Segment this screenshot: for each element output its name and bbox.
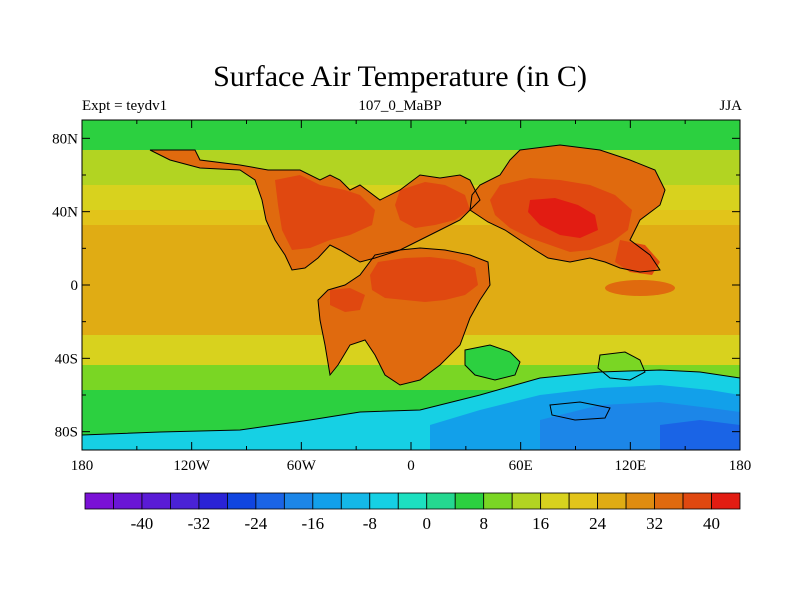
coastlines xyxy=(82,144,740,436)
colorbar-swatch xyxy=(312,492,342,510)
land-eurasia-very-hot xyxy=(528,198,598,238)
colorbar-swatch xyxy=(568,492,599,510)
temperature-field xyxy=(82,120,740,450)
colorbar-swatch xyxy=(540,492,570,510)
colorbar-label: 16 xyxy=(532,514,549,533)
colorbar-swatch xyxy=(170,492,200,510)
colorbar-swatch xyxy=(511,492,542,510)
antarctic-region-coldest xyxy=(660,420,740,450)
epoch-label: 107_0_MaBP xyxy=(358,98,442,114)
lon-tick-label: 60E xyxy=(509,458,533,474)
coastline-southern-island xyxy=(464,344,521,381)
coastline-eurasia xyxy=(469,144,666,273)
colorbar-swatch xyxy=(654,492,684,510)
land-southern-cool xyxy=(465,345,520,380)
coastline-antarctic-inlet xyxy=(549,401,611,421)
colorbar-swatch xyxy=(255,492,285,510)
land-europe-hot xyxy=(395,182,470,228)
lat-tick-label: 80N xyxy=(52,131,78,147)
season-label: JJA xyxy=(719,98,742,114)
colorbar-label: -32 xyxy=(188,514,211,533)
colorbar-swatch xyxy=(113,492,143,510)
coastline-north-america xyxy=(149,149,481,271)
colorbar-swatch xyxy=(711,492,741,510)
lon-tick-label: 60W xyxy=(287,458,317,474)
colorbar-swatch xyxy=(483,492,513,510)
colorbar-swatch xyxy=(426,492,456,510)
land-north-america-hot xyxy=(275,175,375,250)
colorbar-swatch xyxy=(397,492,428,510)
lat-tick-label: 0 xyxy=(71,278,79,294)
colorbar-swatch xyxy=(625,492,655,510)
colorbar-swatch xyxy=(141,492,171,510)
colorbar-label: -8 xyxy=(363,514,377,533)
lat-tick-label: 40S xyxy=(55,351,78,367)
colorbar-swatch xyxy=(340,492,371,510)
colorbar-swatch xyxy=(369,492,399,510)
lat-tick-label: 40N xyxy=(52,205,78,221)
colorbar-swatch xyxy=(198,492,228,510)
coastline-southern-island-east xyxy=(597,351,646,381)
colorbar-swatch xyxy=(84,492,114,510)
colorbar-swatch xyxy=(682,492,712,510)
colorbar-label: -40 xyxy=(131,514,154,533)
land-tropics-hot xyxy=(370,257,478,302)
colorbar-label: 32 xyxy=(646,514,663,533)
lon-tick-label: 120W xyxy=(173,458,211,474)
map-title: Surface Air Temperature (in C) xyxy=(213,60,587,93)
colorbar-swatch xyxy=(597,492,627,510)
colorbar-label: 8 xyxy=(479,514,488,533)
colorbar: -40 -32 -24 -16 -8 0 8 16 24 32 40 xyxy=(84,492,741,533)
ocean-warm-anomaly xyxy=(605,280,675,296)
lon-tick-label: 120E xyxy=(614,458,646,474)
land-east-asia xyxy=(615,240,660,275)
experiment-label: Expt = teydv1 xyxy=(82,98,168,114)
lon-tick-label: 180 xyxy=(71,458,94,474)
lon-tick-label: 180 xyxy=(729,458,752,474)
land-tropics-hot-west xyxy=(330,288,365,312)
coastline-tropics xyxy=(317,247,491,386)
colorbar-label: 0 xyxy=(422,514,431,533)
colorbar-swatch xyxy=(283,492,314,510)
coastline-antarctic xyxy=(82,369,740,436)
axis-labels: 180 120W 60W 0 60E 120E 180 80N 40N 0 40S 80S xyxy=(52,131,751,474)
colorbar-swatch xyxy=(454,492,485,510)
colorbar-label: -24 xyxy=(245,514,268,533)
colorbar-label: 24 xyxy=(589,514,607,533)
colorbar-swatch xyxy=(226,492,257,510)
colorbar-label: -16 xyxy=(301,514,324,533)
axis-ticks xyxy=(81,120,741,450)
lat-tick-label: 80S xyxy=(55,425,78,441)
lon-tick-label: 0 xyxy=(407,458,415,474)
colorbar-label: 40 xyxy=(703,514,720,533)
